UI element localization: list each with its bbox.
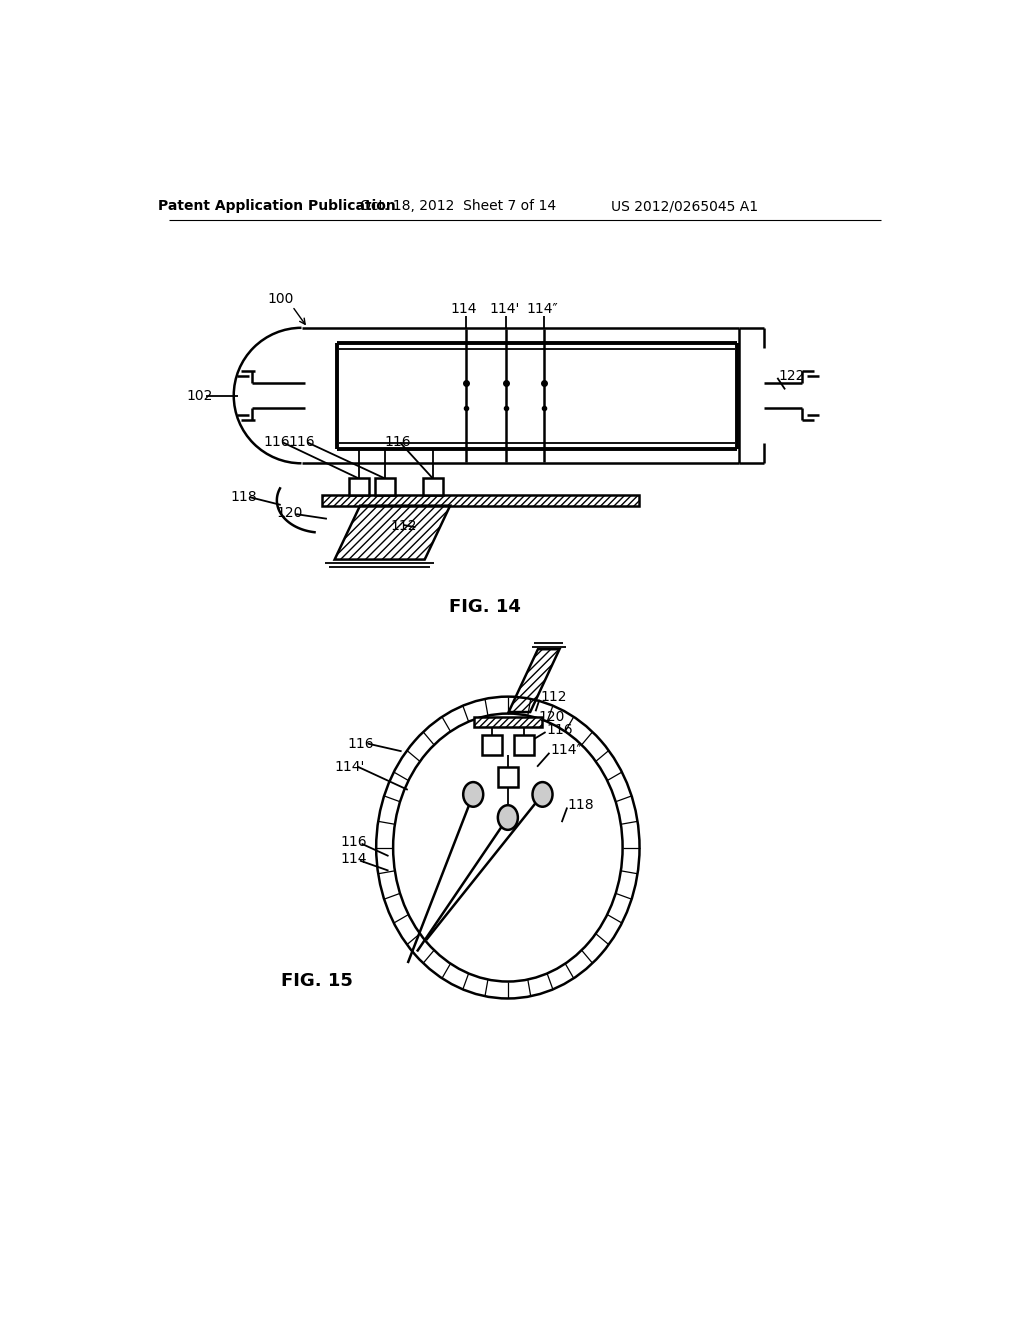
Text: 116: 116 bbox=[385, 434, 412, 449]
Text: 116: 116 bbox=[289, 434, 315, 449]
Ellipse shape bbox=[463, 781, 483, 807]
Text: Patent Application Publication: Patent Application Publication bbox=[158, 199, 395, 213]
Bar bbox=[498, 767, 518, 787]
Text: 102: 102 bbox=[186, 388, 212, 403]
Bar bbox=[481, 735, 502, 755]
Bar bbox=[423, 478, 443, 495]
Text: 112: 112 bbox=[391, 520, 418, 533]
Text: 118: 118 bbox=[568, 799, 595, 812]
Text: 116: 116 bbox=[340, 836, 367, 849]
Text: 112: 112 bbox=[541, 690, 566, 705]
Text: 116: 116 bbox=[263, 434, 290, 449]
Bar bbox=[349, 478, 370, 495]
Text: 114″: 114″ bbox=[526, 302, 558, 317]
Text: 114: 114 bbox=[340, 853, 367, 866]
Ellipse shape bbox=[498, 805, 518, 830]
Text: 118: 118 bbox=[230, 490, 257, 504]
Text: FIG. 14: FIG. 14 bbox=[449, 598, 520, 615]
Text: FIG. 15: FIG. 15 bbox=[281, 972, 352, 990]
Text: 122: 122 bbox=[779, 368, 805, 383]
Text: 120: 120 bbox=[276, 506, 303, 520]
Text: 114': 114' bbox=[335, 760, 365, 774]
Text: 116: 116 bbox=[547, 723, 573, 737]
Bar bbox=[322, 495, 639, 506]
Text: 120: 120 bbox=[539, 710, 565, 725]
Text: 114″: 114″ bbox=[550, 743, 582, 756]
Text: 114': 114' bbox=[489, 302, 520, 317]
Text: 116: 116 bbox=[348, 737, 375, 751]
Ellipse shape bbox=[532, 781, 553, 807]
Text: 114: 114 bbox=[451, 302, 476, 317]
Text: Oct. 18, 2012  Sheet 7 of 14: Oct. 18, 2012 Sheet 7 of 14 bbox=[359, 199, 556, 213]
Bar bbox=[376, 478, 395, 495]
Bar bbox=[514, 735, 535, 755]
Bar bbox=[474, 718, 542, 727]
Text: US 2012/0265045 A1: US 2012/0265045 A1 bbox=[611, 199, 759, 213]
Text: 100: 100 bbox=[267, 292, 294, 306]
